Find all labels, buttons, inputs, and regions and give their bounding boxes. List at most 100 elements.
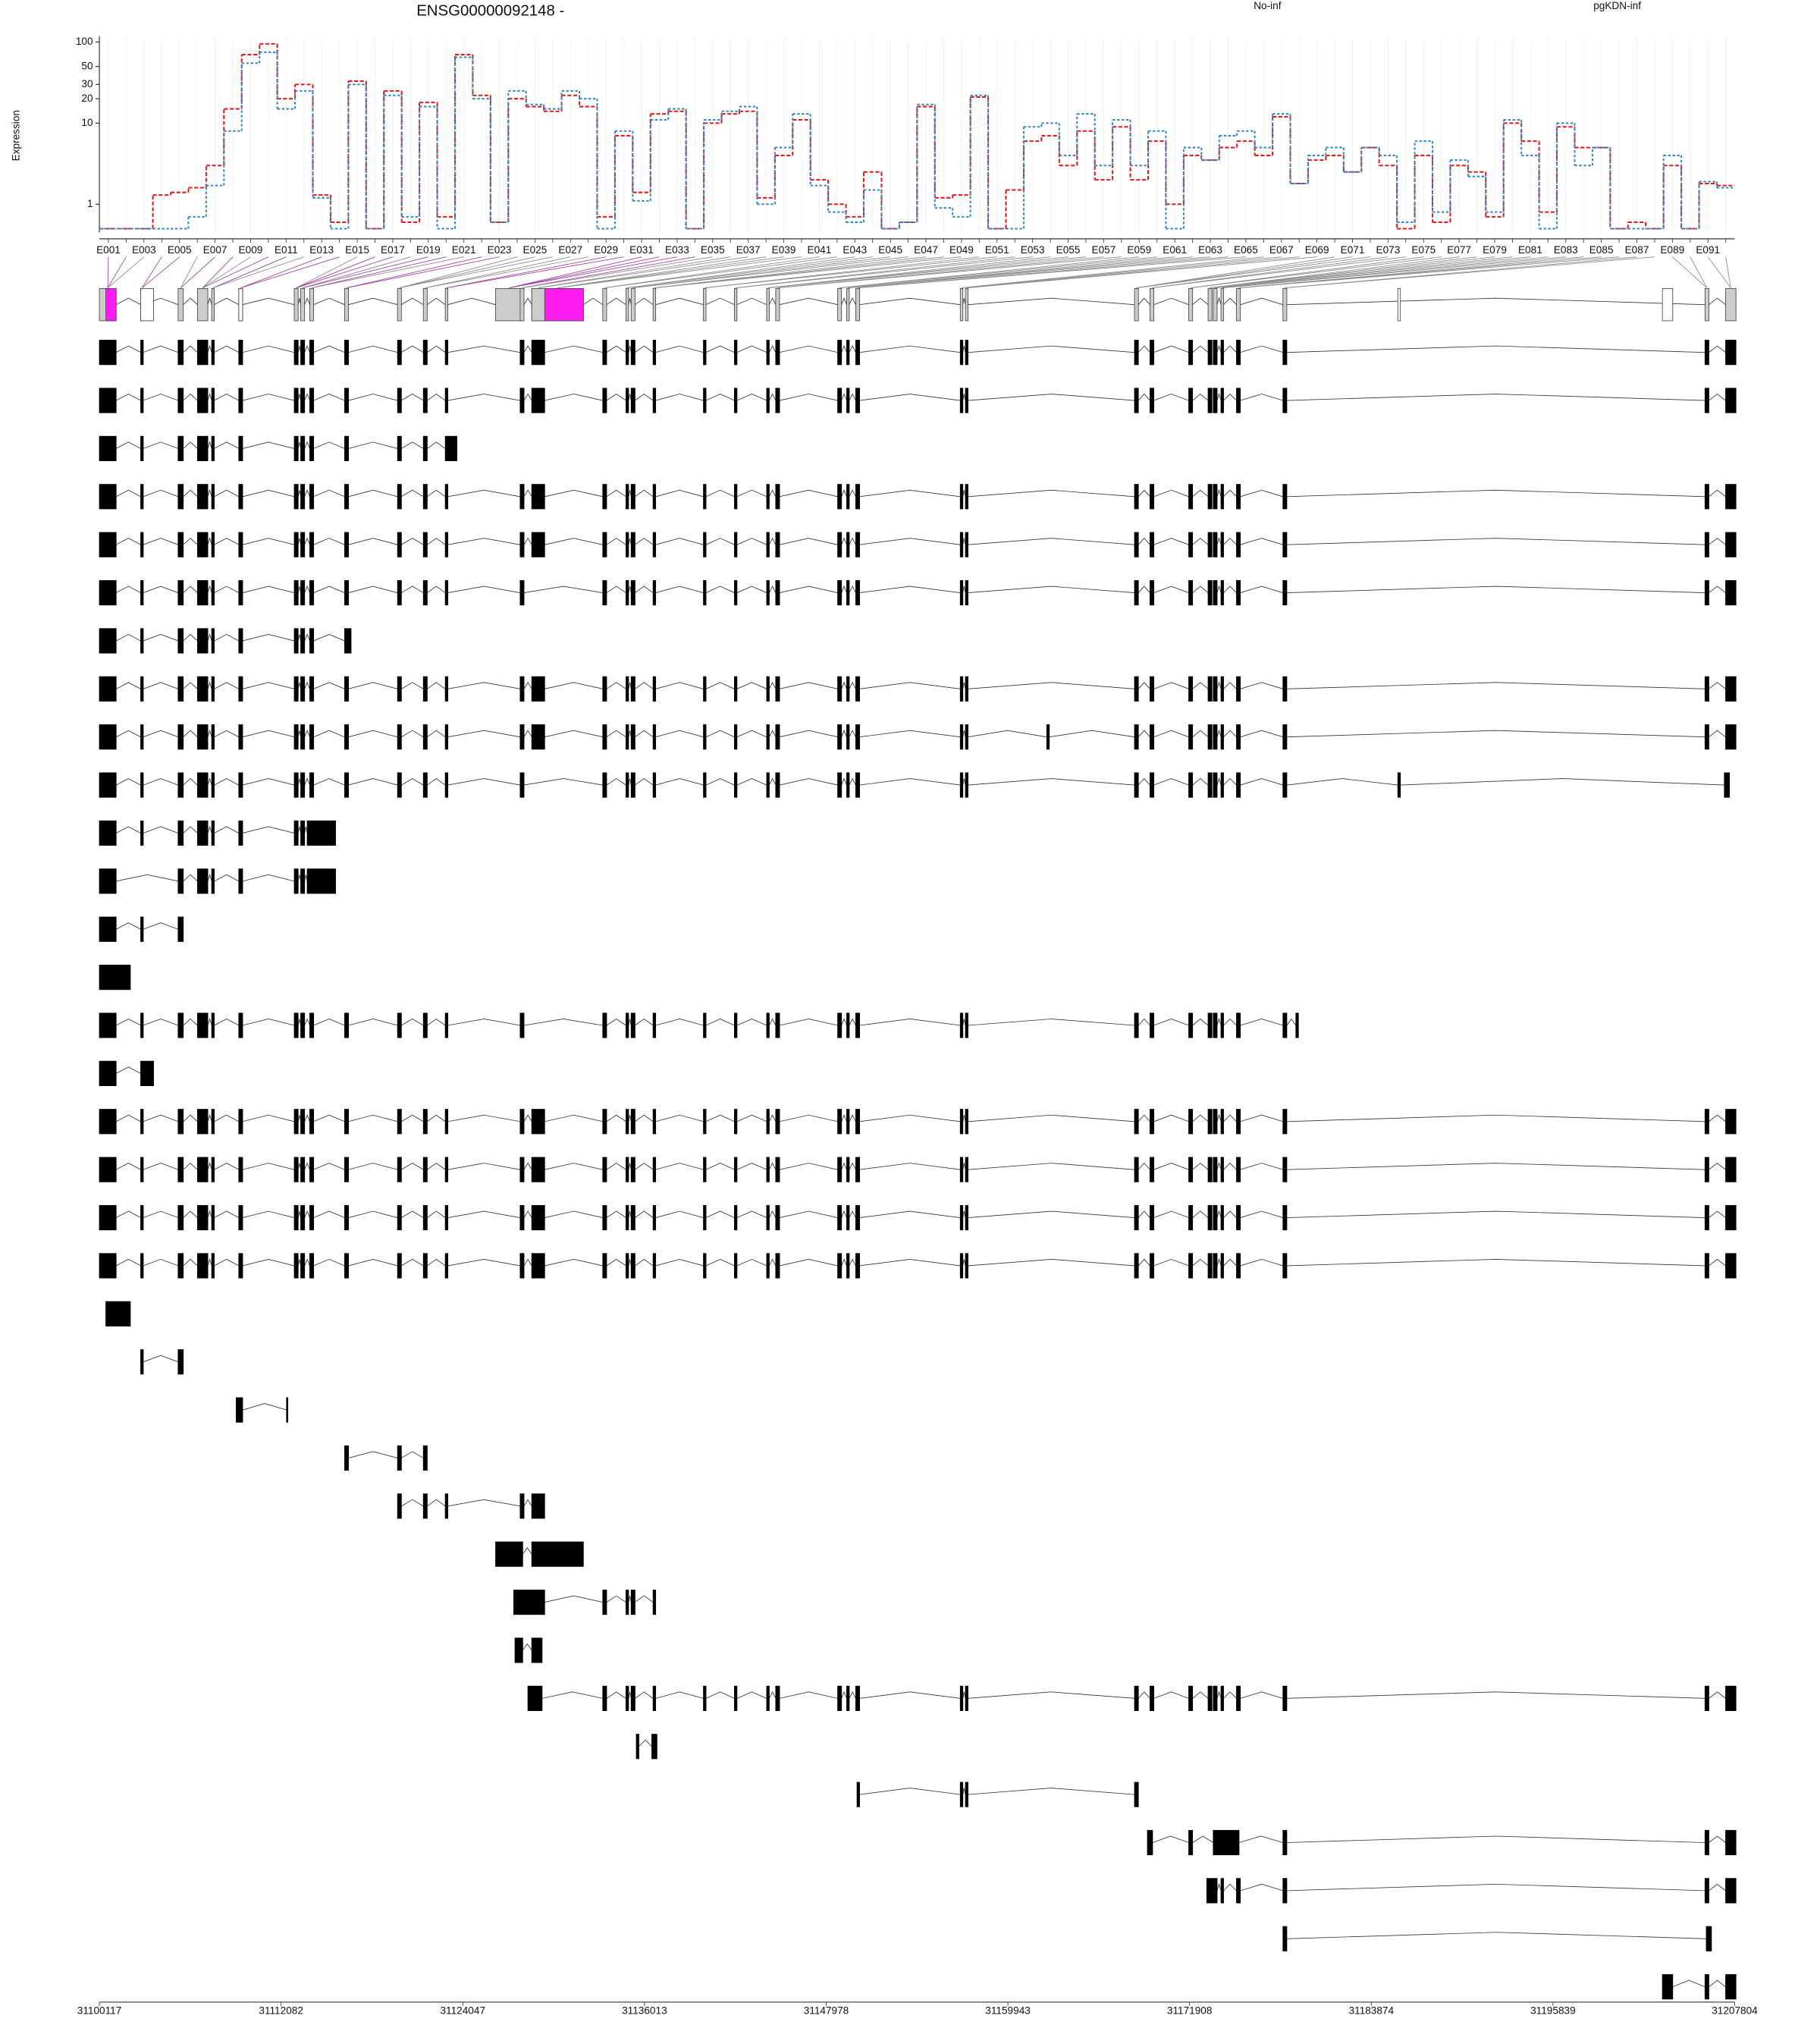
exon-block	[630, 1157, 635, 1182]
intron	[779, 538, 838, 545]
intron	[207, 344, 212, 353]
intron	[1138, 1114, 1150, 1122]
intron	[736, 489, 767, 498]
exon-block	[177, 532, 184, 557]
exon-block	[293, 820, 299, 846]
intron	[143, 682, 179, 689]
exon-block	[837, 724, 843, 750]
exon-block	[422, 532, 428, 557]
exon-block	[397, 579, 402, 606]
exon-block	[1134, 1157, 1139, 1182]
intron	[655, 345, 704, 353]
y-tick-label: 30	[81, 78, 93, 89]
exon-block	[293, 724, 299, 750]
exon-block	[734, 340, 738, 366]
exon-block	[703, 388, 707, 413]
intron	[447, 1210, 520, 1218]
exon-block	[444, 435, 457, 462]
intron	[1192, 778, 1209, 786]
intron	[427, 1210, 446, 1218]
exon-block	[1704, 579, 1709, 606]
intron	[207, 777, 212, 786]
exon-block	[959, 287, 964, 322]
exon-block	[444, 1253, 449, 1279]
intron	[1216, 1882, 1222, 1892]
exon-block	[531, 676, 545, 702]
intron	[115, 682, 141, 689]
exon-block	[177, 1109, 184, 1135]
exon-block	[140, 724, 144, 750]
exon-block	[703, 1253, 707, 1279]
exon-block	[140, 1157, 144, 1182]
intron	[1216, 585, 1222, 593]
intron	[447, 1258, 520, 1267]
exon-block	[211, 1253, 215, 1279]
exon-block	[300, 388, 306, 413]
exon-block	[293, 484, 299, 510]
exon-block	[1236, 1685, 1241, 1711]
intron	[1138, 1691, 1150, 1699]
exon-block	[196, 820, 209, 846]
intron	[1286, 1835, 1705, 1843]
exon-block	[196, 532, 209, 557]
exon-block	[177, 484, 184, 510]
exon-block	[238, 820, 243, 846]
exon-block	[1704, 1829, 1709, 1856]
intron	[313, 586, 345, 593]
intron	[1216, 1162, 1222, 1170]
intron	[304, 874, 308, 881]
intron	[183, 1258, 198, 1267]
intron	[968, 1114, 1135, 1122]
exon-block	[630, 724, 635, 750]
exon-block	[519, 724, 525, 750]
exon-block	[626, 287, 629, 322]
exon-block	[602, 724, 607, 750]
exon-block	[846, 772, 850, 798]
x-tick-label: E027	[558, 244, 582, 256]
exon-block	[177, 916, 184, 942]
exon-block	[293, 1012, 299, 1038]
intron	[304, 633, 310, 642]
intron	[1153, 1019, 1189, 1026]
intron	[1223, 1114, 1237, 1122]
intron	[183, 393, 198, 401]
exon-block	[177, 287, 184, 322]
intron	[628, 1115, 632, 1122]
exon-block	[1704, 724, 1709, 750]
exon-block	[846, 579, 850, 606]
x-tick-label: E025	[523, 244, 548, 256]
intron	[1286, 730, 1705, 738]
intron	[606, 1018, 626, 1026]
exon-block	[140, 1012, 144, 1038]
intron	[968, 682, 1135, 689]
exon-open	[140, 287, 154, 322]
intron	[849, 681, 856, 689]
exon-block	[196, 1012, 209, 1038]
exon-block	[422, 579, 428, 606]
exon-block	[734, 724, 738, 750]
exon-block	[1207, 388, 1213, 413]
intron	[304, 585, 310, 593]
x-tick-label: E035	[701, 244, 725, 256]
exon-block	[1213, 579, 1218, 606]
exon-block	[1188, 484, 1194, 510]
intron	[635, 1258, 654, 1267]
intron	[297, 682, 301, 689]
intron	[207, 1257, 212, 1267]
intron	[1192, 1691, 1209, 1699]
intron	[447, 394, 520, 401]
exon-connector	[346, 256, 500, 288]
intron	[1240, 489, 1283, 498]
intron	[143, 394, 179, 401]
intron	[115, 538, 141, 545]
intron	[348, 586, 398, 593]
intron	[427, 297, 446, 306]
intron	[962, 346, 966, 353]
intron	[1192, 1210, 1209, 1218]
intron	[297, 634, 301, 642]
intron	[523, 537, 532, 545]
exon-connector	[1191, 256, 1442, 288]
exon-block	[775, 1157, 780, 1182]
intron	[115, 394, 141, 401]
